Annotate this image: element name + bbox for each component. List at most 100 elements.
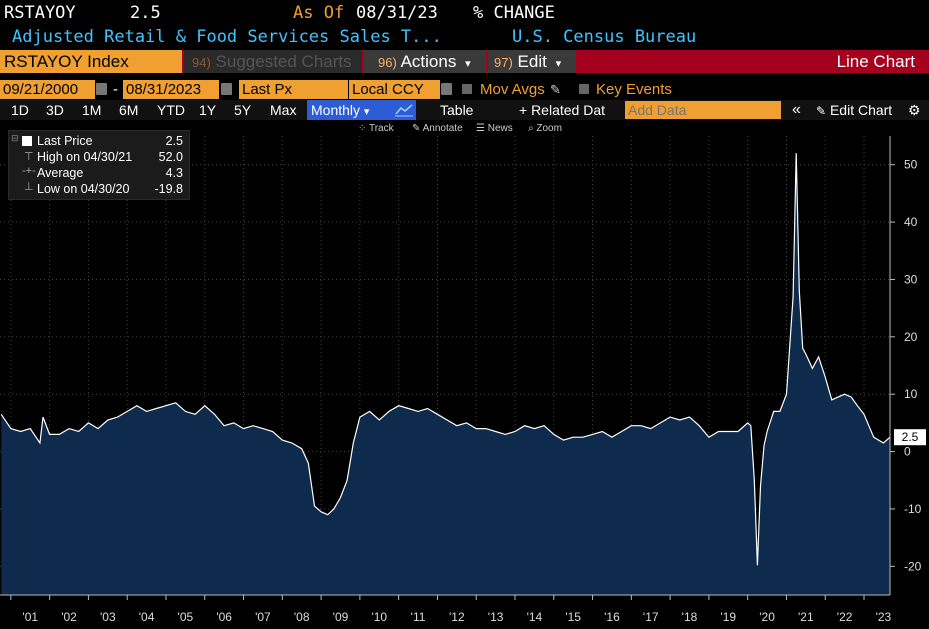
related-data-button[interactable]: + Related Dat xyxy=(519,102,605,118)
x-axis: '01 '02 '03 '04 '05 '06 '07 '08 '09 '10 '11 '12 '13 '… xyxy=(0,594,892,624)
x-tick-label: '09 xyxy=(333,610,349,624)
x-tick-label: '07 xyxy=(255,610,271,624)
y-axis: -20 -10 0 10 20 30 40 50 xyxy=(889,136,922,595)
news-button[interactable]: ☰ News xyxy=(476,122,513,136)
period-1y[interactable]: 1Y xyxy=(199,102,217,118)
currency-select[interactable]: Local CCY xyxy=(349,80,440,99)
data-source: U.S. Census Bureau xyxy=(512,27,697,47)
edit-button[interactable]: 97) Edit ▾ xyxy=(488,50,576,73)
news-label: News xyxy=(487,123,513,134)
as-of-label: As Of xyxy=(293,3,345,23)
legend-label-high: High on 04/30/21 xyxy=(37,150,133,164)
x-tick-label: '04 xyxy=(139,610,155,624)
mov-avgs-label: Mov Avgs xyxy=(480,81,545,98)
frequency-label: Monthly xyxy=(311,102,361,118)
y-tick-label: -20 xyxy=(904,559,922,573)
period-max[interactable]: Max xyxy=(270,102,297,118)
line-chart-icon[interactable] xyxy=(392,100,416,120)
actions-button[interactable]: 96) Actions ▾ xyxy=(364,50,486,73)
track-button[interactable]: ⁘ Track xyxy=(358,122,394,136)
table-button[interactable]: Table xyxy=(440,102,474,118)
edit-num: 97) xyxy=(494,55,513,70)
mov-avgs-checkbox[interactable] xyxy=(462,84,472,94)
x-tick-label: '14 xyxy=(527,610,543,624)
x-tick-label: '22 xyxy=(837,610,853,624)
zoom-button[interactable]: ⌕ Zoom xyxy=(528,122,562,136)
actions-label: Actions xyxy=(400,52,457,71)
x-tick-label: '01 xyxy=(22,610,38,624)
unit-label: % CHANGE xyxy=(473,3,555,23)
end-calendar-icon[interactable] xyxy=(221,83,232,95)
x-tick-label: '19 xyxy=(720,610,736,624)
as-of-date: 08/31/23 xyxy=(356,3,438,23)
high-marker-icon: ⊤ xyxy=(24,151,34,163)
edit-chart-pencil-icon: ✎ xyxy=(816,104,827,118)
settings-gear-icon[interactable]: ⚙ xyxy=(908,102,921,118)
legend-label-average: Average xyxy=(37,166,84,180)
suggested-charts-label: Suggested Charts xyxy=(215,52,352,71)
key-events-checkbox[interactable] xyxy=(579,84,589,94)
news-icon: ☰ xyxy=(476,123,488,134)
description-row: Adjusted Retail & Food Services Sales T.… xyxy=(0,26,929,48)
zoom-icon: ⌕ xyxy=(528,123,537,134)
period-3d[interactable]: 3D xyxy=(46,102,64,118)
period-1m[interactable]: 1M xyxy=(82,102,102,118)
x-tick-label: '20 xyxy=(759,610,775,624)
period-6m[interactable]: 6M xyxy=(119,102,139,118)
edit-chart-label: Edit Chart xyxy=(829,102,893,118)
x-tick-label: '11 xyxy=(411,610,426,624)
edit-label: Edit xyxy=(517,52,547,71)
x-tick-label: '18 xyxy=(682,610,698,624)
y-tick-label: -10 xyxy=(904,502,922,516)
last-value-marker: 2.5 xyxy=(894,429,926,446)
annotate-button[interactable]: ✎ Annotate xyxy=(412,122,463,136)
price-field-select[interactable]: Last Px xyxy=(239,80,348,99)
start-calendar-icon[interactable] xyxy=(96,83,107,95)
chart-legend[interactable]: ⊟ Last Price 2.5 ⊤ High on 04/30/21 52.0… xyxy=(8,130,190,200)
legend-value-last: 2.5 xyxy=(165,134,183,148)
x-tick-label: '05 xyxy=(178,610,194,624)
series-description: Adjusted Retail & Food Services Sales T.… xyxy=(12,27,442,47)
actions-dropdown-icon: ▾ xyxy=(465,58,471,70)
pencil-icon[interactable]: ✎ xyxy=(550,82,561,97)
period-1d[interactable]: 1D xyxy=(11,102,29,118)
end-date-field[interactable]: 08/31/2023 xyxy=(123,80,219,99)
period-5y[interactable]: 5Y xyxy=(234,102,252,118)
x-tick-label: '21 xyxy=(798,610,814,624)
frequency-dropdown-icon: ▾ xyxy=(363,106,370,118)
security-field-text: RSTAYOY Index xyxy=(4,52,129,71)
x-tick-label: '06 xyxy=(216,610,232,624)
y-tick-label: 0 xyxy=(904,445,911,459)
legend-collapse-icon[interactable]: ⊟ xyxy=(11,133,19,143)
chart-type-label: Line Chart xyxy=(836,52,915,71)
x-tick-label: '08 xyxy=(294,610,310,624)
frequency-select[interactable]: Monthly ▾ xyxy=(307,100,393,120)
security-field[interactable]: RSTAYOY Index xyxy=(0,50,182,73)
x-tick-label: '23 xyxy=(876,610,892,624)
x-tick-label: '12 xyxy=(449,610,465,624)
x-tick-label: '16 xyxy=(604,610,620,624)
y-tick-label: 30 xyxy=(904,272,918,286)
x-tick-label: '17 xyxy=(643,610,659,624)
period-ytd[interactable]: YTD xyxy=(157,102,185,118)
annotate-label: Annotate xyxy=(422,123,463,134)
start-date-field[interactable]: 09/21/2000 xyxy=(0,80,95,99)
suggested-charts-button[interactable]: 94) Suggested Charts xyxy=(184,50,362,73)
series-line xyxy=(0,153,891,566)
zoom-label: Zoom xyxy=(536,123,562,134)
collapse-button[interactable]: « xyxy=(792,101,801,118)
x-tick-label: '02 xyxy=(61,610,77,624)
legend-value-high: 52.0 xyxy=(158,150,183,164)
low-marker-icon: ⊥ xyxy=(24,181,34,193)
last-value-box xyxy=(894,429,926,446)
y-tick-label: 20 xyxy=(904,330,918,344)
mini-toolbar: ⁘ Track ✎ Annotate ☰ News ⌕ Zoom xyxy=(0,122,929,136)
legend-swatch xyxy=(22,136,32,146)
date-dash: - xyxy=(113,81,118,98)
currency-dropdown-icon[interactable] xyxy=(441,83,452,95)
edit-chart-button[interactable]: ✎ Edit Chart xyxy=(816,100,892,120)
add-data-input[interactable] xyxy=(625,101,781,119)
track-icon: ⁘ xyxy=(358,123,369,134)
last-value-text: 2.5 xyxy=(902,430,919,444)
